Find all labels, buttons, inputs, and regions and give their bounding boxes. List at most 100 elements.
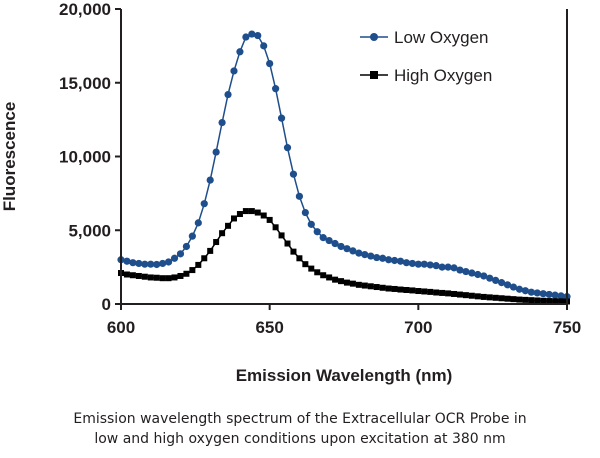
data-point-low-oxygen: [141, 260, 149, 268]
data-point-low-oxygen: [438, 263, 446, 271]
data-point-high-oxygen: [177, 272, 184, 279]
data-point-low-oxygen: [474, 270, 482, 279]
data-point-low-oxygen: [533, 289, 541, 297]
data-point-high-oxygen: [183, 270, 190, 277]
data-point-high-oxygen: [207, 247, 214, 254]
data-point-high-oxygen: [415, 288, 422, 295]
data-point-high-oxygen: [445, 290, 452, 297]
data-point-high-oxygen: [296, 255, 303, 262]
data-point-low-oxygen: [492, 276, 500, 284]
data-point-high-oxygen: [272, 224, 279, 231]
x-tick-label: 700: [404, 318, 432, 337]
data-point-low-oxygen: [539, 290, 547, 298]
data-point-high-oxygen: [480, 293, 487, 300]
data-point-high-oxygen: [165, 275, 172, 282]
data-point-low-oxygen: [426, 261, 434, 269]
data-point-low-oxygen: [515, 285, 524, 293]
data-point-low-oxygen: [468, 269, 476, 277]
data-point-high-oxygen: [391, 285, 398, 292]
data-point-low-oxygen: [182, 242, 191, 251]
data-point-low-oxygen: [414, 260, 422, 268]
data-point-high-oxygen: [462, 292, 469, 299]
data-point-high-oxygen: [129, 272, 136, 279]
data-point-low-oxygen: [497, 279, 506, 287]
data-point-high-oxygen: [409, 287, 416, 294]
data-point-high-oxygen: [302, 261, 309, 268]
data-point-high-oxygen: [516, 296, 523, 303]
legend-label-high-oxygen: High Oxygen: [394, 66, 492, 85]
x-tick-label: 650: [255, 318, 283, 337]
data-point-low-oxygen: [224, 90, 232, 99]
axis-box: [120, 9, 568, 305]
data-point-high-oxygen: [468, 292, 475, 299]
data-point-low-oxygen: [486, 274, 494, 282]
data-point-low-oxygen: [289, 170, 298, 178]
data-point-high-oxygen: [433, 289, 440, 296]
data-point-high-oxygen: [248, 208, 255, 215]
data-point-high-oxygen: [486, 294, 493, 301]
legend: Low Oxygen High Oxygen: [360, 28, 492, 85]
series-line-low-oxygen: [120, 33, 568, 298]
data-point-high-oxygen: [367, 283, 374, 290]
data-point-low-oxygen: [218, 118, 226, 127]
data-point-high-oxygen: [236, 211, 243, 218]
data-point-low-oxygen: [408, 259, 416, 268]
data-point-high-oxygen: [171, 274, 178, 281]
data-point-low-oxygen: [236, 48, 244, 56]
data-point-low-oxygen: [266, 59, 274, 68]
data-point-low-oxygen: [248, 30, 256, 38]
legend-label-low-oxygen: Low Oxygen: [394, 28, 489, 47]
y-tick-label: 15,000: [59, 74, 111, 93]
data-point-low-oxygen: [462, 267, 470, 276]
data-point-high-oxygen: [540, 297, 547, 304]
data-point-high-oxygen: [195, 261, 202, 268]
data-point-high-oxygen: [361, 282, 368, 289]
data-point-high-oxygen: [278, 232, 285, 239]
data-point-low-oxygen: [313, 228, 321, 236]
data-point-high-oxygen: [439, 289, 446, 296]
data-point-low-oxygen: [176, 250, 185, 258]
data-point-high-oxygen: [254, 209, 261, 216]
data-point-high-oxygen: [534, 297, 541, 304]
data-point-high-oxygen: [338, 278, 345, 285]
data-point-high-oxygen: [230, 215, 237, 222]
data-point-low-oxygen: [283, 144, 292, 152]
data-point-low-oxygen: [242, 33, 250, 41]
data-point-high-oxygen: [546, 298, 553, 305]
y-tick-label: 0: [102, 295, 111, 314]
data-point-low-oxygen: [349, 247, 357, 255]
data-point-low-oxygen: [527, 288, 535, 296]
data-point-high-oxygen: [159, 275, 166, 282]
data-point-low-oxygen: [373, 253, 381, 262]
data-point-low-oxygen: [379, 254, 387, 262]
x-axis-title: Emission Wavelength (nm): [236, 366, 453, 385]
data-point-high-oxygen: [326, 274, 333, 281]
data-point-low-oxygen: [456, 266, 464, 274]
data-point-high-oxygen: [373, 284, 380, 291]
data-point-high-oxygen: [225, 222, 232, 229]
data-point-low-oxygen: [545, 290, 553, 299]
data-point-low-oxygen: [367, 252, 375, 260]
data-point-low-oxygen: [123, 257, 131, 265]
y-tick-label: 5,000: [68, 221, 111, 240]
data-point-low-oxygen: [260, 42, 268, 50]
data-point-low-oxygen: [444, 263, 452, 271]
data-point-low-oxygen: [509, 283, 518, 291]
data-point-high-oxygen: [308, 265, 315, 272]
data-point-low-oxygen: [385, 256, 393, 264]
data-point-low-oxygen: [230, 67, 238, 75]
data-point-low-oxygen: [551, 291, 559, 299]
data-point-low-oxygen: [402, 259, 411, 267]
data-point-low-oxygen: [325, 236, 333, 245]
data-point-high-oxygen: [355, 281, 362, 288]
data-point-low-oxygen: [337, 242, 345, 251]
data-point-high-oxygen: [123, 271, 130, 278]
data-point-high-oxygen: [147, 274, 154, 281]
data-point-low-oxygen: [557, 292, 565, 300]
data-point-high-oxygen: [332, 276, 339, 283]
data-point-low-oxygen: [521, 287, 529, 295]
series-line-high-oxygen: [120, 210, 568, 303]
axes-layer: [120, 9, 568, 305]
data-point-high-oxygen: [528, 297, 535, 304]
data-point-high-oxygen: [492, 294, 499, 301]
